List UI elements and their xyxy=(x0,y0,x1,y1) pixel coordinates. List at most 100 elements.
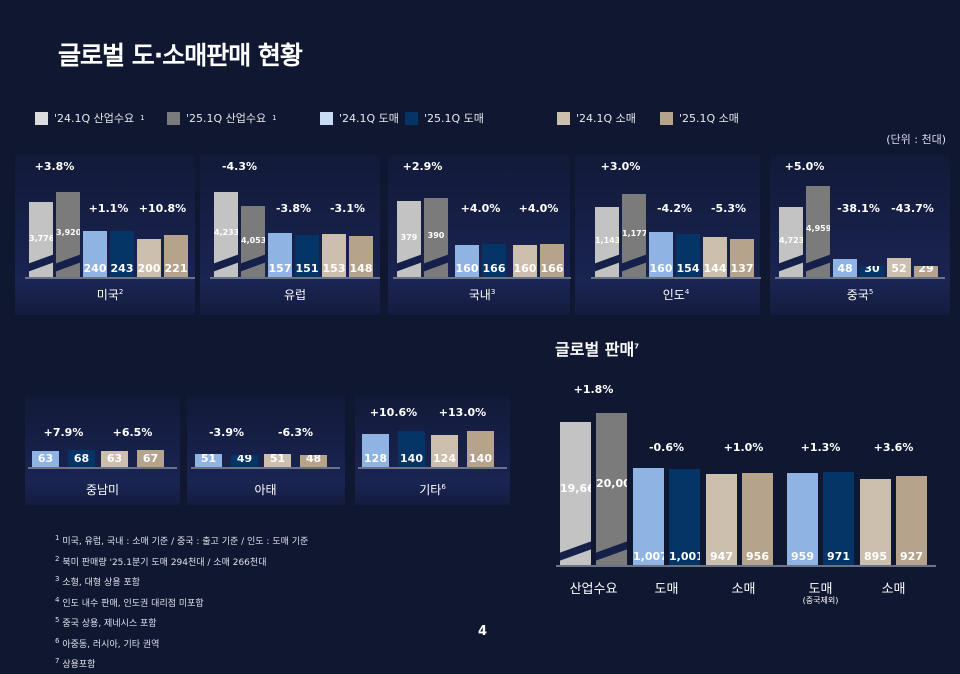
bar-value-label: 3,776 xyxy=(29,233,53,243)
bar-2025-q1: 927 xyxy=(896,476,927,565)
bar-2025-q1: 971 xyxy=(823,471,854,565)
bar-2024-q1: 144 xyxy=(703,236,727,277)
bar-2024-q1: 200 xyxy=(137,239,161,277)
legend-swatch xyxy=(557,111,570,125)
bar-2024-q1: 240 xyxy=(83,231,107,277)
bar-value-label: 48 xyxy=(305,454,322,465)
change-label: +10.8% xyxy=(138,202,187,215)
bar-2025-q1: 166 xyxy=(482,243,506,277)
bar-value-label: 166 xyxy=(482,261,506,275)
axis-break xyxy=(29,253,53,273)
bar-2025-q1: 154 xyxy=(676,233,700,277)
x-axis-baseline xyxy=(28,467,177,469)
bar-2024-q1: 4,233 xyxy=(214,192,238,277)
region-sup: 4 xyxy=(684,288,690,296)
footnote-sup: 2 xyxy=(55,554,60,563)
footnote-text: 인도 내수 판매, 인도권 대리점 미포함 xyxy=(62,598,204,609)
region-panel xyxy=(187,395,345,505)
bar-2024-q1: 51 xyxy=(264,453,291,467)
footnote-text: 아중동, 러시아, 기타 권역 xyxy=(62,639,160,650)
change-label: +10.6% xyxy=(369,406,418,419)
bar-value-label: 1,143 xyxy=(595,236,619,246)
bar-value-label: 4,053 xyxy=(241,235,265,245)
bar-value-label: 160 xyxy=(455,262,479,275)
bar-value-label: 48 xyxy=(837,261,853,275)
change-label: -0.6% xyxy=(648,441,685,454)
region-name: 중남미 xyxy=(85,483,120,497)
axis-break xyxy=(241,253,265,273)
footnote-text: 북미 판매량 '25.1분기 도매 294천대 / 소매 266천대 xyxy=(62,557,267,568)
region-label: 국내3 xyxy=(422,286,542,303)
footnote: 4 인도 내수 판매, 인도권 대리점 미포함 xyxy=(55,592,308,613)
bar-2024-q1: 959 xyxy=(787,472,818,565)
bar-2024-q1: 128 xyxy=(362,434,389,467)
change-label: +1.3% xyxy=(800,441,841,454)
bar-2024-q1: 4,723 xyxy=(779,207,803,277)
bar-value-label: 148 xyxy=(349,261,373,275)
region-label: 중국5 xyxy=(800,286,920,303)
footnote-sup: 3 xyxy=(55,575,60,583)
bar-2024-q1: 160 xyxy=(513,245,537,277)
region-sup: 2 xyxy=(118,288,124,296)
legend-item: '25.1Q 도매 xyxy=(405,110,484,126)
axis-break xyxy=(560,540,591,562)
bar-2025-q1: 49 xyxy=(231,454,258,467)
bar-value-label: 895 xyxy=(864,549,887,563)
bar-2025-q1: 140 xyxy=(398,431,425,467)
footnote-sup: 6 xyxy=(55,636,60,645)
change-label: -4.3% xyxy=(221,160,258,173)
x-axis-baseline xyxy=(591,277,761,279)
region-sup: 3 xyxy=(490,288,496,296)
bar-value-label: 153 xyxy=(322,261,346,275)
footnotes: 1 미국, 유럽, 국내 : 소매 기준 / 중국 : 출고 기준 / 인도 :… xyxy=(55,530,308,674)
bar-value-label: 243 xyxy=(110,261,134,275)
bar-2025-q1: 1,001 xyxy=(669,468,700,565)
bar-value-label: 128 xyxy=(364,451,387,465)
bar-2025-q1: 68 xyxy=(68,449,95,467)
region-name: 기타 xyxy=(419,483,442,497)
bar-value-label: 63 xyxy=(37,451,54,465)
bar-2025-q1: 4,053 xyxy=(241,206,265,277)
bar-2024-q1: 160 xyxy=(649,232,673,277)
bar-2025-q1: 67 xyxy=(137,449,164,467)
bar-value-label: 4,959 xyxy=(806,224,830,234)
bar-2024-q1: 51 xyxy=(195,453,222,467)
legend-label: '24.1Q 산업수요 xyxy=(54,112,135,125)
change-label: +4.0% xyxy=(460,202,501,215)
bar-value-label: 166 xyxy=(540,261,564,275)
footnote-sup: 5 xyxy=(55,616,60,624)
axis-break xyxy=(424,253,448,273)
x-axis-baseline xyxy=(775,277,945,279)
bar-value-label: 157 xyxy=(268,261,292,275)
bar-2024-q1: 1,007 xyxy=(633,468,664,565)
region-name: 국내 xyxy=(468,288,491,302)
bar-value-label: 140 xyxy=(400,451,423,465)
bar-2025-q1: 140 xyxy=(467,431,494,467)
region-name: 유럽 xyxy=(283,288,307,302)
region-sup: 5 xyxy=(868,288,874,296)
region-name: 미국 xyxy=(96,288,119,302)
bar-value-label: 68 xyxy=(73,451,90,465)
axis-break xyxy=(214,253,238,273)
footnote-text: 중국 상용, 제네시스 포함 xyxy=(62,619,157,629)
change-label: -3.9% xyxy=(208,426,245,439)
x-axis-baseline xyxy=(210,277,380,279)
legend-swatch xyxy=(35,111,48,125)
region-name: 인도 xyxy=(662,288,685,302)
category-label: 소매 xyxy=(731,582,756,597)
bar-2025-q1: 30 xyxy=(860,265,884,277)
legend-item: '25.1Q 산업수요 1 xyxy=(167,110,277,126)
axis-break xyxy=(397,253,421,273)
footnote-text: 소형, 대형 상용 포함 xyxy=(62,578,141,588)
bar-value-label: 137 xyxy=(730,261,754,275)
bar-2025-q1: 1,177 xyxy=(622,194,646,277)
bar-2025-q1: 390 xyxy=(424,198,448,277)
bar-2024-q1: 895 xyxy=(860,479,891,565)
bar-value-label: 144 xyxy=(703,261,727,275)
footnote-text: 상용포함 xyxy=(62,660,96,670)
change-label: +1.0% xyxy=(723,441,764,454)
change-label: +4.0% xyxy=(518,202,559,215)
change-label: -5.3% xyxy=(710,202,747,215)
footnote-text: 미국, 유럽, 국내 : 소매 기준 / 중국 : 출고 기준 / 인도 : 도… xyxy=(62,537,309,547)
legend-item: '24.1Q 도매 xyxy=(320,110,399,126)
